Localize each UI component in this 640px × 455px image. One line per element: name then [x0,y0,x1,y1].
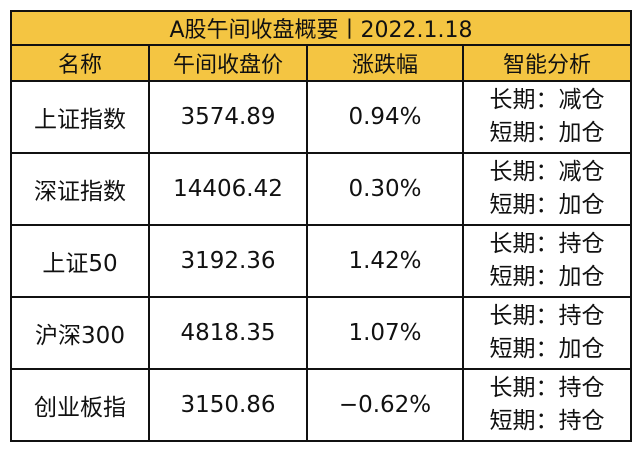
index-change: 0.30% [306,152,464,226]
header-analysis: 智能分析 [461,44,633,82]
index-analysis: 长期：减仓 短期：加仓 [461,80,633,154]
summary-table-container: A股午间收盘概要丨2022.1.18 名称 午间收盘价 涨跌幅 智能分析 上证指… [9,10,633,442]
index-name: 上证指数 [10,80,150,154]
market-summary-table: A股午间收盘概要丨2022.1.18 名称 午间收盘价 涨跌幅 智能分析 上证指… [9,10,633,442]
analysis-short: 短期：加仓 [489,192,605,218]
index-analysis: 长期：持仓 短期：持仓 [461,368,633,442]
analysis-long: 长期：持仓 [489,231,605,257]
analysis-long: 长期：减仓 [489,159,605,185]
table-row: 上证50 3192.36 1.42% 长期：持仓 短期：加仓 [10,224,633,298]
table-row: 创业板指 3150.86 −0.62% 长期：持仓 短期：持仓 [10,368,633,442]
table-title: A股午间收盘概要丨2022.1.18 [9,10,633,46]
index-change: 1.07% [306,296,464,370]
index-price: 3574.89 [148,80,308,154]
index-name: 上证50 [10,224,150,298]
analysis-long: 长期：减仓 [489,87,605,113]
index-name: 创业板指 [10,368,150,442]
analysis-long: 长期：持仓 [489,303,605,329]
index-price: 14406.42 [148,152,308,226]
table-row: 沪深300 4818.35 1.07% 长期：持仓 短期：加仓 [10,296,633,370]
header-price: 午间收盘价 [148,44,308,82]
index-price: 3192.36 [148,224,308,298]
index-analysis: 长期：减仓 短期：加仓 [461,152,633,226]
analysis-short: 短期：加仓 [489,264,605,290]
analysis-short: 短期：加仓 [489,336,605,362]
index-change: −0.62% [306,368,464,442]
table-row: 深证指数 14406.42 0.30% 长期：减仓 短期：加仓 [10,152,633,226]
index-change: 0.94% [306,80,464,154]
analysis-short: 短期：持仓 [489,408,605,434]
analysis-long: 长期：持仓 [489,375,605,401]
index-name: 沪深300 [10,296,150,370]
header-change: 涨跌幅 [306,44,464,82]
analysis-short: 短期：加仓 [489,120,605,146]
index-price: 4818.35 [148,296,308,370]
index-change: 1.42% [306,224,464,298]
index-price: 3150.86 [148,368,308,442]
header-name: 名称 [10,44,150,82]
title-row: A股午间收盘概要丨2022.1.18 [9,10,633,46]
index-name: 深证指数 [10,152,150,226]
index-analysis: 长期：持仓 短期：加仓 [461,296,633,370]
table-row: 上证指数 3574.89 0.94% 长期：减仓 短期：加仓 [10,80,633,154]
index-analysis: 长期：持仓 短期：加仓 [461,224,633,298]
header-row: 名称 午间收盘价 涨跌幅 智能分析 [10,44,633,82]
